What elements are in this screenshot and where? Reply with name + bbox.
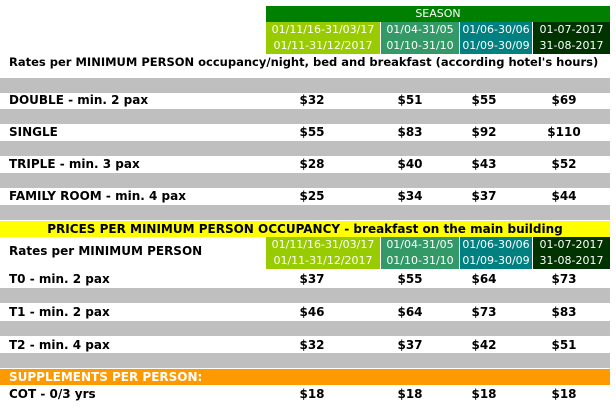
period-header-4: 01-07-2017 31-08-2017	[533, 237, 610, 269]
price-cell: $32	[299, 338, 325, 352]
price-cell: $37	[299, 272, 325, 286]
price-cell: $110	[547, 125, 581, 139]
period-3-line2: 01/09-30/09	[462, 254, 530, 267]
period-1-line2: 01/11-31/12/2017	[273, 39, 373, 52]
price-cell: $51	[551, 338, 577, 352]
row-label-t1: T1 - min. 2 pax	[9, 305, 110, 319]
price-cell: $34	[397, 189, 423, 203]
price-cell: $32	[299, 93, 325, 107]
period-4-line2: 31-08-2017	[539, 254, 604, 267]
row-label-t2: T2 - min. 4 pax	[9, 338, 110, 352]
season-header: SEASON	[266, 6, 610, 22]
period-header-3: 01/06-30/06 01/09-30/09	[460, 237, 532, 269]
period-header-3: 01/06-30/06 01/09-30/09	[460, 22, 532, 54]
period-header-2: 01/04-31/05 01/10-31/10	[381, 22, 459, 54]
price-cell: $18	[299, 387, 325, 401]
section2-banner: PRICES PER MINIMUM PERSON OCCUPANCY - br…	[0, 221, 610, 237]
period-header-1: 01/11/16-31/03/17 01/11-31/12/2017	[266, 22, 380, 54]
price-cell: $83	[397, 125, 423, 139]
period-1-line1: 01/11/16-31/03/17	[271, 238, 375, 251]
period-1-line1: 01/11/16-31/03/17	[271, 23, 375, 36]
price-cell: $46	[299, 305, 325, 319]
price-cell: $69	[551, 93, 577, 107]
row-label-double: DOUBLE - min. 2 pax	[9, 93, 149, 107]
price-cell: $64	[397, 305, 423, 319]
price-cell: $37	[397, 338, 423, 352]
period-2-line2: 01/10-31/10	[386, 39, 454, 52]
price-cell: $37	[471, 189, 497, 203]
price-cell: $55	[397, 272, 423, 286]
row-label-cot: COT - 0/3 yrs	[9, 387, 96, 401]
price-cell: $83	[551, 305, 577, 319]
price-cell: $73	[471, 305, 497, 319]
price-cell: $52	[551, 157, 577, 171]
price-cell: $55	[299, 125, 325, 139]
price-cell: $92	[471, 125, 497, 139]
price-cell: $40	[397, 157, 423, 171]
row-label-t0: T0 - min. 2 pax	[9, 272, 110, 286]
price-cell: $25	[299, 189, 325, 203]
period-3-line1: 01/06-30/06	[462, 238, 530, 251]
supplements-banner: SUPPLEMENTS PER PERSON:	[0, 369, 610, 385]
price-cell: $73	[551, 272, 577, 286]
row-separator	[0, 321, 610, 336]
row-separator	[0, 78, 610, 93]
price-cell: $42	[471, 338, 497, 352]
price-cell: $44	[551, 189, 577, 203]
row-separator	[0, 141, 610, 156]
price-cell: $51	[397, 93, 423, 107]
period-4-line2: 31-08-2017	[539, 39, 604, 52]
period-2-line1: 01/04-31/05	[386, 238, 454, 251]
price-cell: $18	[397, 387, 423, 401]
row-separator	[0, 288, 610, 303]
row-separator	[0, 205, 610, 220]
row-label-single: SINGLE	[9, 125, 58, 139]
row-label-family: FAMILY ROOM - min. 4 pax	[9, 189, 186, 203]
period-1-line2: 01/11-31/12/2017	[273, 254, 373, 267]
period-4-line1: 01-07-2017	[539, 238, 604, 251]
row-label-triple: TRIPLE - min. 3 pax	[9, 157, 140, 171]
section2-title: Rates per MINIMUM PERSON	[9, 244, 203, 258]
price-cell: $43	[471, 157, 497, 171]
price-cell: $18	[551, 387, 577, 401]
period-header-1: 01/11/16-31/03/17 01/11-31/12/2017	[266, 237, 380, 269]
period-3-line1: 01/06-30/06	[462, 23, 530, 36]
price-cell: $64	[471, 272, 497, 286]
section1-title: Rates per MINIMUM PERSON occupancy/night…	[9, 55, 599, 69]
price-cell: $55	[471, 93, 497, 107]
price-cell: $28	[299, 157, 325, 171]
period-header-4: 01-07-2017 31-08-2017	[533, 22, 610, 54]
period-2-line1: 01/04-31/05	[386, 23, 454, 36]
period-3-line2: 01/09-30/09	[462, 39, 530, 52]
price-cell: $18	[471, 387, 497, 401]
period-4-line1: 01-07-2017	[539, 23, 604, 36]
row-separator	[0, 353, 610, 368]
row-separator	[0, 109, 610, 124]
period-2-line2: 01/10-31/10	[386, 254, 454, 267]
row-separator	[0, 173, 610, 188]
period-header-2: 01/04-31/05 01/10-31/10	[381, 237, 459, 269]
